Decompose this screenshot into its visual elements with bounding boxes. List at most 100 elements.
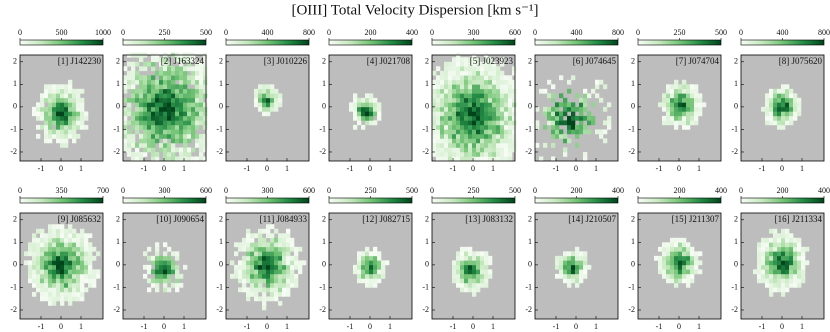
map-pixel <box>44 237 49 243</box>
map-pixel <box>789 246 794 252</box>
map-pixel <box>563 120 568 126</box>
map-pixel <box>68 106 73 112</box>
map-pixel <box>44 133 49 139</box>
map-pixel <box>567 255 572 261</box>
map-frame <box>534 212 619 320</box>
x-tick-label: 1 <box>800 164 804 173</box>
map-pixel <box>698 111 703 117</box>
colorbar-tick-label: 800 <box>612 28 624 37</box>
map-pixel <box>183 106 188 112</box>
map-pixel <box>468 88 473 94</box>
map-pixel <box>167 287 172 293</box>
map-pixel <box>448 151 453 157</box>
map-pixel <box>199 151 204 157</box>
map-pixel <box>143 147 148 153</box>
colorbar-tick-label: 600 <box>509 28 521 37</box>
map-pixel <box>599 129 604 135</box>
map-pixel <box>52 106 57 112</box>
map-pixel <box>187 106 192 112</box>
map-pixel <box>68 93 73 99</box>
map-pixel <box>60 282 65 288</box>
map-pixel <box>64 124 69 130</box>
map-pixel <box>167 111 172 117</box>
map-pixel <box>72 106 77 112</box>
map-pixel <box>440 129 445 135</box>
map-pixel <box>436 84 441 90</box>
map-pixel <box>432 151 437 157</box>
map-pixel <box>464 269 469 275</box>
map-pixel <box>492 111 497 117</box>
map-pixel <box>353 106 358 112</box>
map-pixel <box>789 88 794 94</box>
map-pixel <box>266 228 271 234</box>
map-pixel <box>452 70 457 76</box>
map-pixel <box>480 269 485 275</box>
map-pixel <box>535 106 540 112</box>
map-pixel <box>579 264 584 270</box>
map-pixel <box>36 273 41 279</box>
map-pixel <box>32 255 37 261</box>
map-pixel <box>674 246 679 252</box>
map-pixel <box>40 251 45 257</box>
map-pixel <box>599 97 604 103</box>
map-pixel <box>567 278 572 284</box>
map-pixel <box>761 246 766 252</box>
map-pixel <box>757 264 762 270</box>
map-pixel <box>500 79 505 85</box>
map-pixel <box>785 273 790 279</box>
map-pixel <box>674 79 679 85</box>
map-pixel <box>496 156 501 162</box>
map-pixel <box>274 97 279 103</box>
map-pixel <box>139 142 144 148</box>
map-pixel <box>131 133 136 139</box>
map-pixel <box>496 133 501 139</box>
map-pixel <box>123 115 128 121</box>
colorbar-tick-label: 400 <box>777 28 789 37</box>
map-pixel <box>159 255 164 261</box>
map-pixel <box>460 260 465 266</box>
map-pixel <box>381 273 386 279</box>
x-tick-label: 1 <box>800 322 804 331</box>
map-pixel <box>64 269 69 275</box>
y-tick-label: -1 <box>525 282 532 291</box>
map-pixel <box>195 106 200 112</box>
map-pixel <box>183 115 188 121</box>
map-pixel <box>452 124 457 130</box>
map-pixel <box>448 111 453 117</box>
map-pixel <box>36 269 41 275</box>
map-pixel <box>448 102 453 108</box>
map-frame <box>431 212 516 320</box>
map-pixel <box>163 287 168 293</box>
map-pixel <box>24 260 29 266</box>
map-pixel <box>187 66 192 72</box>
map-pixel <box>583 97 588 103</box>
map-pixel <box>476 269 481 275</box>
map-pixel <box>484 120 489 126</box>
map-pixel <box>432 79 437 85</box>
map-pixel <box>678 120 683 126</box>
map-pixel <box>484 142 489 148</box>
map-pixel <box>246 255 251 261</box>
map-pixel <box>567 269 572 275</box>
map-pixel <box>369 115 374 121</box>
map-pixel <box>781 282 786 288</box>
y-tick-label: -2 <box>319 305 326 314</box>
map-pixel <box>246 246 251 252</box>
map-pixel <box>793 111 798 117</box>
map-pixel <box>72 115 77 121</box>
map-pixel <box>777 242 782 248</box>
y-tick-label: 2 <box>116 215 120 224</box>
map-pixel <box>163 57 168 63</box>
map-pixel <box>666 97 671 103</box>
map-pixel <box>147 246 152 252</box>
map-pixel <box>591 115 596 121</box>
map-pixel <box>500 75 505 81</box>
map-pixel <box>76 93 81 99</box>
map-pixel <box>361 273 366 279</box>
colorbar-tick-label: 250 <box>468 186 480 195</box>
map-pixel <box>369 97 374 103</box>
map-pixel <box>587 93 592 99</box>
map-pixel <box>666 88 671 94</box>
map-pixel <box>476 111 481 117</box>
map-pixel <box>262 251 267 257</box>
